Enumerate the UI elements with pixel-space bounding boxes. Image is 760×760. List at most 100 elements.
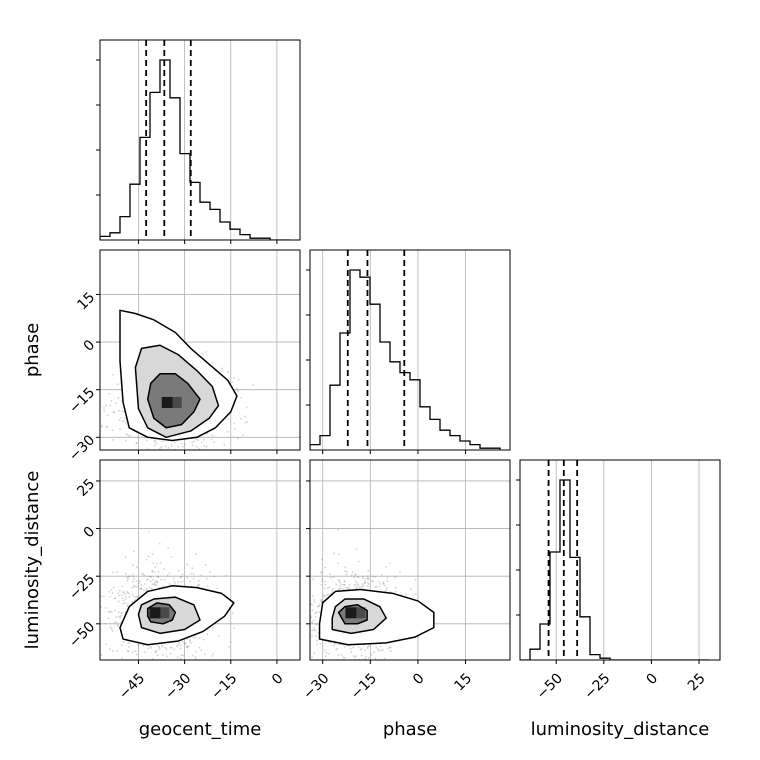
scatter-point: [357, 576, 360, 578]
scatter-point: [115, 615, 118, 618]
scatter-point: [151, 657, 154, 660]
scatter-point: [200, 649, 203, 652]
scatter-point: [124, 422, 127, 425]
scatter-point: [145, 589, 148, 592]
scatter-point: [173, 648, 176, 651]
scatter-point: [245, 406, 248, 409]
scatter-point: [154, 651, 157, 654]
scatter-point: [355, 586, 357, 589]
scatter-point: [187, 645, 190, 648]
scatter-point: [167, 446, 170, 449]
scatter-point: [313, 652, 316, 655]
scatter-point: [168, 583, 171, 585]
scatter-point: [383, 657, 386, 660]
scatter-point: [161, 440, 164, 443]
scatter-point: [149, 575, 151, 578]
scatter-point: [147, 555, 150, 558]
scatter-point: [228, 645, 231, 648]
scatter-point: [121, 597, 124, 600]
scatter-point: [147, 647, 150, 650]
scatter-point: [192, 572, 195, 575]
scatter-point: [114, 597, 117, 600]
scatter-point: [165, 648, 168, 651]
scatter-point: [374, 586, 377, 589]
scatter-point: [133, 578, 135, 581]
scatter-point: [180, 442, 183, 445]
scatter-point: [212, 652, 215, 655]
scatter-point: [118, 615, 120, 618]
scatter-point: [113, 597, 116, 600]
scatter-point: [105, 404, 108, 407]
scatter-point: [194, 553, 197, 556]
scatter-point: [339, 581, 342, 584]
scatter-point: [317, 605, 320, 608]
scatter-point: [362, 585, 365, 588]
scatter-point: [179, 644, 182, 647]
scatter-point: [198, 637, 201, 640]
scatter-point: [191, 654, 194, 657]
ylabel-luminosity-distance: luminosity_distance: [22, 471, 43, 650]
scatter-point: [233, 422, 236, 425]
scatter-point: [155, 649, 158, 652]
scatter-point: [366, 645, 369, 648]
scatter-point: [384, 584, 387, 587]
scatter-point: [371, 579, 374, 582]
scatter-point: [135, 585, 138, 588]
scatter-point: [356, 584, 359, 587]
scatter-point: [313, 598, 315, 601]
scatter-point: [354, 580, 357, 583]
scatter-point: [117, 397, 120, 400]
scatter-point: [313, 627, 315, 630]
panel-frame: [309, 459, 511, 661]
scatter-point: [193, 440, 195, 443]
scatter-point: [127, 603, 129, 606]
scatter-point: [366, 575, 369, 578]
scatter-point: [105, 425, 107, 428]
scatter-point: [135, 442, 138, 445]
panel-content: [100, 309, 255, 450]
scatter-point: [223, 443, 226, 446]
scatter-point: [328, 586, 331, 589]
scatter-point: [142, 645, 145, 647]
scatter-point: [158, 447, 161, 450]
scatter-point: [170, 443, 173, 446]
scatter-point: [121, 611, 124, 614]
scatter-point: [385, 589, 388, 592]
scatter-point: [357, 583, 360, 586]
scatter-point: [236, 390, 239, 392]
scatter-point: [382, 582, 385, 585]
scatter-point: [153, 444, 156, 447]
scatter-point: [328, 573, 331, 575]
scatter-point: [320, 599, 323, 602]
scatter-point: [315, 623, 318, 626]
scatter-point: [153, 583, 155, 586]
scatter-point: [379, 649, 382, 652]
scatter-point: [314, 629, 317, 632]
scatter-point: [126, 576, 129, 579]
scatter-point: [119, 428, 122, 430]
scatter-point: [183, 642, 185, 645]
scatter-point: [120, 612, 123, 615]
scatter-point: [131, 600, 134, 603]
scatter-point: [154, 566, 157, 568]
scatter-point: [119, 616, 122, 619]
scatter-point: [157, 570, 160, 573]
scatter-point: [133, 585, 136, 588]
panel-content: [310, 250, 501, 450]
scatter-point: [313, 600, 316, 603]
scatter-point: [333, 552, 335, 555]
scatter-point: [110, 610, 113, 613]
scatter-point: [315, 635, 317, 638]
scatter-point: [233, 427, 236, 430]
scatter-point: [212, 627, 214, 629]
scatter-point: [156, 654, 159, 657]
scatter-point: [360, 585, 363, 588]
scatter-point: [237, 437, 240, 440]
scatter-point: [360, 647, 363, 650]
scatter-point: [109, 611, 112, 613]
scatter-point: [321, 558, 323, 561]
scatter-point: [176, 656, 179, 658]
scatter-point: [104, 622, 107, 625]
